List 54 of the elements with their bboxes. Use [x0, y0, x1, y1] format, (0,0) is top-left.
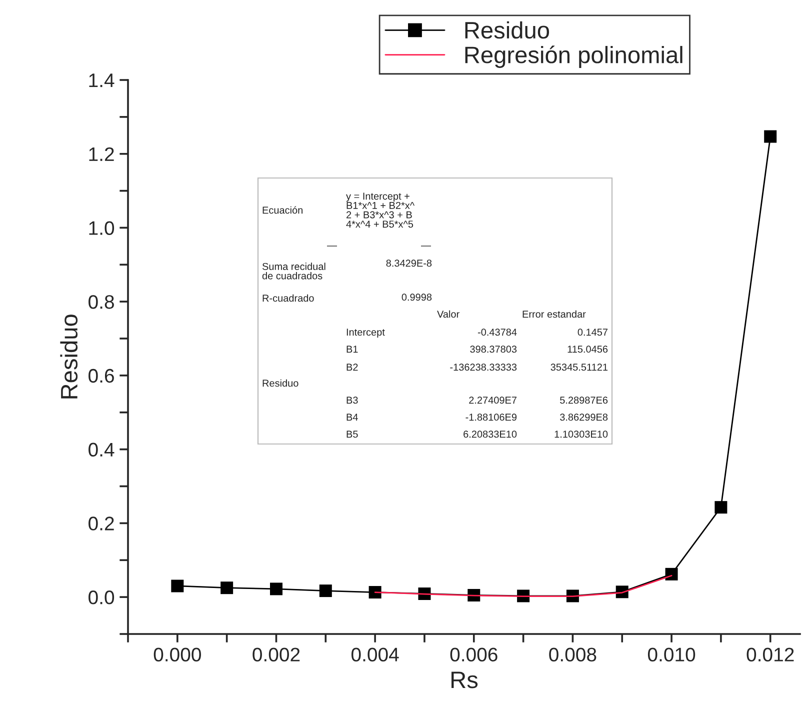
point [665, 568, 678, 580]
x-tick-label: 0.004 [351, 648, 399, 662]
y-tick-label: 1.0 [89, 221, 114, 235]
x-tick-label: 0.002 [252, 648, 300, 662]
point [171, 580, 184, 592]
x-tick-label: 0.006 [450, 648, 498, 662]
x-axis-title: Rs [452, 672, 478, 688]
annotation: B3 [346, 396, 358, 404]
point [220, 582, 234, 594]
annotation: 5.28987E6 [560, 396, 608, 404]
y-tick-label: 0.0 [88, 590, 114, 604]
annotation: 3.86299E8 [560, 414, 608, 421]
annotation: B5 [346, 430, 358, 438]
annotation: 6.20833E10 [464, 430, 517, 438]
point [319, 584, 332, 598]
annotation: Suma recidual de cuadrados [262, 262, 326, 280]
annotation: 1.10303E10 [554, 430, 608, 438]
y-axis-title: Residuo [60, 314, 78, 398]
point [368, 586, 382, 599]
point [714, 501, 728, 514]
annotation: -1.88106E9 [466, 414, 517, 421]
point [764, 130, 777, 143]
x-tick-label: 0.010 [648, 648, 696, 662]
y-tick-label: 1.2 [89, 147, 114, 161]
annotation: 0.9998 [402, 294, 432, 301]
y-tick-label: 0.4 [88, 442, 114, 457]
annotation: 398.37803 [470, 346, 517, 353]
annotation: R-cuadrado [262, 294, 314, 302]
annotation: Ecuación [262, 206, 302, 214]
legend-label: Regresión polinomial [465, 46, 682, 68]
point [270, 582, 282, 596]
annotation: 2.27409E7 [469, 396, 516, 404]
annotation: Valor [437, 310, 460, 318]
annotation: B2 [346, 364, 358, 371]
annotation: Error estandar [522, 310, 586, 318]
y-tick-label: 0.2 [88, 516, 114, 530]
annotation: Intercept [346, 328, 385, 338]
annotation: y = Intercept + B1*x^1 + B2*x^ 2 + B3*x^3 + B 4*x^4 + B5*x^5 [346, 192, 415, 228]
annotation: B4 [346, 414, 358, 421]
y-tick-label: 1.4 [89, 74, 114, 88]
legend-label: Residuo [465, 21, 550, 39]
text: 0.000 [154, 648, 201, 662]
y-tick-label: 0.6 [88, 368, 114, 383]
annotation: 0.1457 [578, 328, 608, 336]
x-tick-label: 0.012 [746, 648, 794, 662]
x-tick-label: 0.008 [549, 648, 596, 662]
annotation: Residuo [262, 379, 298, 387]
annotation: 35345.51121 [550, 364, 608, 371]
annotation: -0.43784 [478, 328, 517, 336]
annotation: 115.0456 [568, 346, 608, 353]
annotation: -136238.33333 [450, 364, 517, 371]
y-tick-label: 0.8 [88, 295, 114, 309]
annotation: B1 [346, 346, 358, 353]
annotation: 8.3429E-8 [386, 260, 432, 267]
